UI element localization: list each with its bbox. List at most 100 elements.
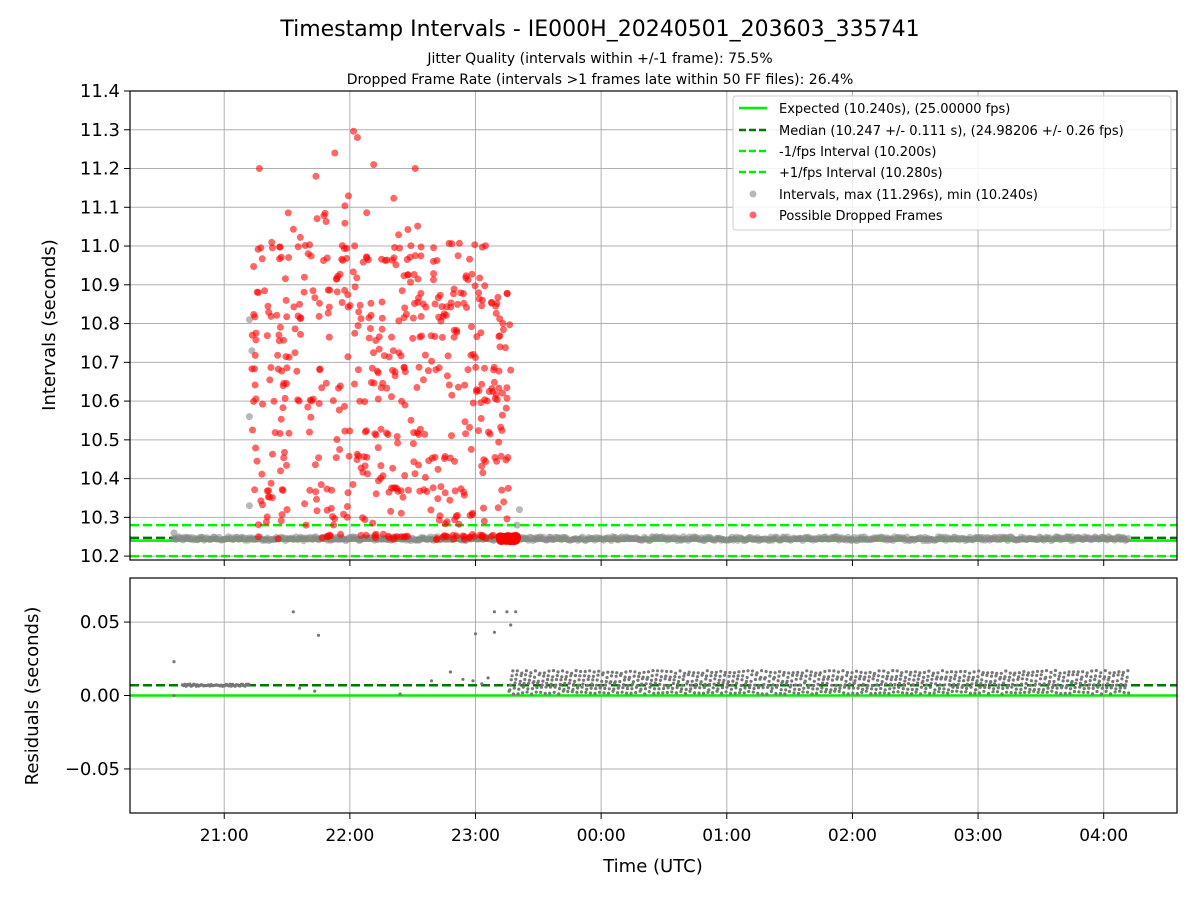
residual-point bbox=[1014, 687, 1018, 691]
residual-point bbox=[612, 687, 616, 691]
residual-point bbox=[955, 685, 960, 690]
residual-point bbox=[857, 683, 861, 688]
dropped-frame-point bbox=[502, 404, 510, 412]
residual-point bbox=[597, 669, 601, 673]
residual-point bbox=[1085, 671, 1089, 675]
residual-point bbox=[824, 687, 829, 691]
dropped-frame-point bbox=[433, 257, 441, 264]
dropped-frame-point bbox=[266, 376, 274, 384]
residual-point bbox=[847, 686, 851, 690]
residual-point bbox=[714, 670, 718, 674]
dropped-frame-point bbox=[383, 384, 391, 392]
residual-point bbox=[774, 691, 778, 696]
legend: Expected (10.240s), (25.00000 fps) Media… bbox=[732, 95, 1172, 231]
dropped-frame-point bbox=[455, 520, 463, 528]
residual-point bbox=[1001, 686, 1005, 691]
residual-point bbox=[830, 678, 835, 682]
residual-point bbox=[714, 673, 718, 678]
dropped-frame-point bbox=[494, 293, 502, 301]
residual-point bbox=[943, 683, 947, 687]
dropped-frame-point bbox=[451, 457, 459, 465]
residual-point bbox=[641, 675, 645, 679]
residual-point bbox=[517, 687, 521, 691]
dropped-frame-point bbox=[283, 506, 291, 514]
residual-point bbox=[1120, 677, 1124, 681]
residual-point bbox=[996, 686, 1000, 690]
dropped-frame-point bbox=[407, 278, 414, 286]
residual-point bbox=[607, 687, 611, 691]
dropped-frame-point bbox=[322, 379, 330, 387]
residual-point bbox=[1074, 681, 1078, 686]
dropped-frame-point bbox=[462, 430, 470, 438]
residual-point bbox=[902, 682, 906, 687]
residual-point bbox=[539, 690, 543, 695]
dropped-frame-point bbox=[370, 161, 378, 169]
residual-point bbox=[1052, 679, 1056, 684]
residual-point bbox=[1058, 671, 1062, 675]
residual-point bbox=[471, 679, 475, 683]
residual-point bbox=[556, 670, 560, 674]
residual-point bbox=[812, 683, 816, 688]
dropped-frame-point bbox=[498, 486, 506, 494]
residual-point bbox=[968, 691, 973, 695]
dropped-frame-point bbox=[268, 244, 276, 252]
residual-point bbox=[622, 678, 627, 682]
dropped-frame-point bbox=[248, 365, 256, 373]
residual-point bbox=[821, 681, 825, 685]
residual-point bbox=[871, 677, 875, 681]
residual-point bbox=[1047, 679, 1052, 684]
residual-point bbox=[800, 671, 804, 675]
dropped-frame-point bbox=[357, 315, 365, 323]
dropped-frame-point bbox=[313, 507, 321, 515]
residual-point bbox=[661, 691, 665, 695]
residual-point bbox=[807, 683, 811, 687]
dropped-frame-point bbox=[428, 357, 436, 365]
dropped-frame-point bbox=[250, 263, 258, 270]
chart-subtitle-jitter: Jitter Quality (intervals within +/-1 fr… bbox=[426, 51, 772, 67]
dropped-frame-point bbox=[316, 299, 323, 307]
dropped-frame-point bbox=[443, 303, 451, 311]
dropped-frame-point bbox=[372, 337, 380, 344]
residual-point bbox=[1082, 687, 1086, 691]
residual-point bbox=[785, 679, 789, 683]
residual-point bbox=[560, 669, 565, 673]
residual-point bbox=[1029, 679, 1033, 683]
dropped-frame-point bbox=[454, 300, 462, 308]
dropped-frame-point bbox=[307, 413, 315, 421]
residual-point bbox=[727, 674, 731, 678]
legend-expected-label: Expected (10.240s), (25.00000 fps) bbox=[779, 102, 1010, 117]
residual-point bbox=[542, 674, 546, 678]
residual-point bbox=[759, 675, 763, 679]
residual-point bbox=[1013, 671, 1017, 675]
residual-point bbox=[680, 687, 684, 691]
residual-point bbox=[651, 669, 655, 673]
residual-point bbox=[723, 670, 728, 675]
bottom-x-tick-label: 23:00 bbox=[451, 826, 500, 846]
legend-median-label: Median (10.247 +/- 0.111 s), (24.98206 +… bbox=[779, 124, 1124, 139]
dropped-frame-point bbox=[495, 367, 503, 375]
residual-point bbox=[681, 677, 685, 682]
dropped-frame-point bbox=[315, 400, 323, 407]
dropped-frame-point bbox=[264, 302, 272, 310]
residual-point bbox=[965, 682, 969, 686]
residual-point bbox=[1098, 674, 1102, 679]
residual-point bbox=[1121, 670, 1125, 675]
dropped-frame-point bbox=[297, 314, 305, 322]
dropped-frame-point bbox=[393, 485, 401, 492]
dropped-frame-point bbox=[343, 244, 351, 252]
dropped-frame-point bbox=[252, 336, 260, 344]
dropped-frame-point bbox=[503, 515, 511, 523]
residual-point bbox=[984, 679, 988, 683]
residual-point bbox=[882, 669, 886, 673]
dropped-frame-point bbox=[395, 317, 403, 325]
dropped-frame-point bbox=[482, 534, 490, 542]
dropped-frame-point bbox=[377, 425, 385, 433]
residual-point bbox=[746, 669, 750, 673]
residual-point bbox=[605, 675, 609, 680]
dropped-frame-point bbox=[345, 452, 353, 460]
residual-point bbox=[1103, 669, 1107, 673]
residual-point bbox=[518, 682, 522, 686]
residual-point bbox=[829, 688, 833, 692]
bottom-reference-lines bbox=[130, 683, 1177, 697]
residual-point bbox=[625, 691, 629, 695]
